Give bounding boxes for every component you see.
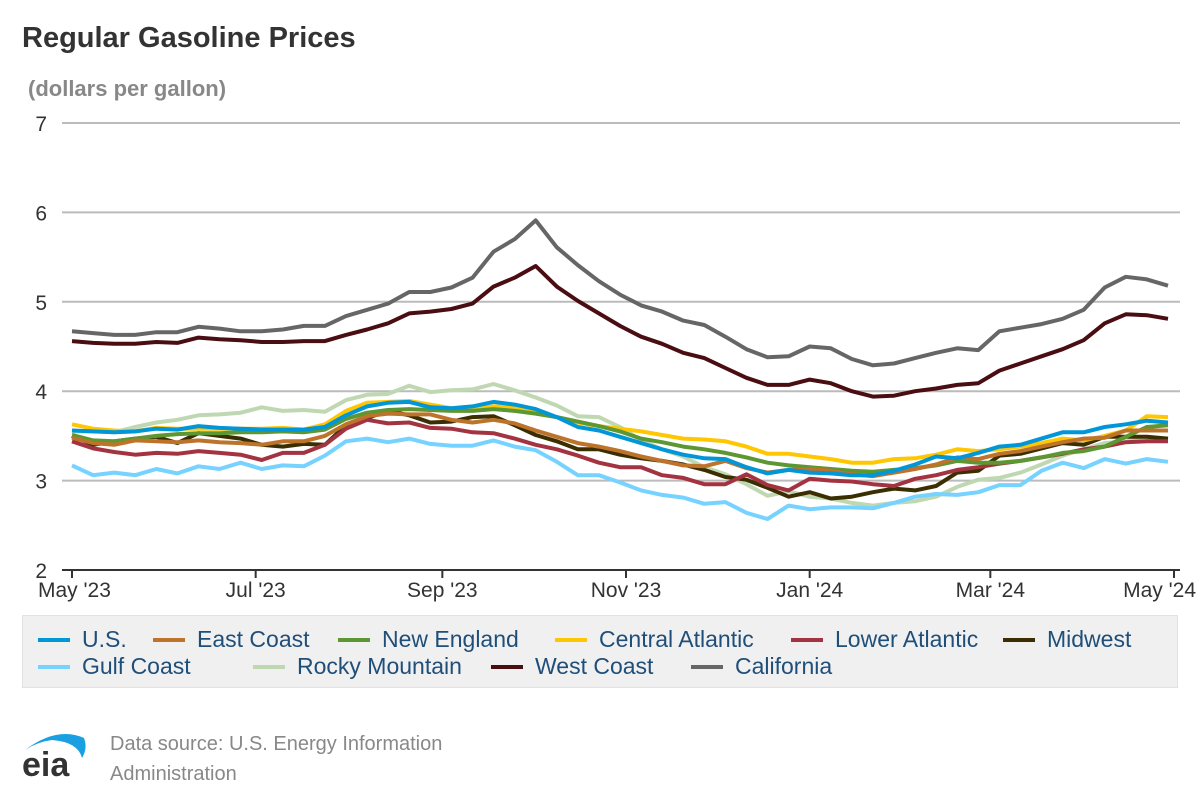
legend-label: Rocky Mountain	[297, 653, 462, 679]
eia-logo: eia	[22, 728, 92, 784]
x-tick-label: Jul '23	[226, 579, 286, 602]
legend-label: California	[735, 653, 833, 679]
legend-label: Lower Atlantic	[835, 626, 979, 652]
data-source: Data source: U.S. Energy Information Adm…	[110, 733, 443, 785]
gridlines	[62, 122, 1180, 482]
legend-swatch	[555, 637, 587, 642]
legend-swatch	[491, 664, 523, 669]
legend-label: West Coast	[535, 653, 654, 679]
y-tick-label: 6	[35, 202, 47, 225]
series-lines	[71, 218, 1169, 521]
legend-swatch	[253, 664, 285, 669]
x-tick-label: May '24	[1123, 579, 1196, 602]
y-tick-label: 4	[35, 381, 47, 404]
legend-item[interactable]: Lower Atlantic	[791, 626, 978, 653]
legend-item[interactable]: West Coast	[491, 653, 653, 680]
legend-item[interactable]: New England	[338, 626, 519, 653]
series-line-new-england	[71, 407, 1169, 474]
legend-label: Central Atlantic	[599, 626, 754, 652]
svg-text:eia: eia	[22, 746, 70, 778]
legend: U.S. East Coast New England Central Atlanti…	[22, 615, 1178, 688]
legend-item[interactable]: Midwest	[1003, 626, 1131, 653]
legend-swatch	[1003, 637, 1035, 642]
legend-swatch	[691, 664, 723, 669]
legend-swatch	[791, 637, 823, 642]
y-tick-label: 7	[35, 113, 47, 136]
x-tick-label: Mar '24	[956, 579, 1026, 602]
legend-item[interactable]: U.S.	[38, 626, 127, 653]
legend-label: U.S.	[82, 626, 127, 652]
series-line-east-coast	[71, 411, 1168, 479]
legend-label: Gulf Coast	[82, 653, 191, 679]
legend-label: East Coast	[197, 626, 310, 652]
x-axis: May '23 Jul '23 Sep '23 Nov '23 Jan '24 Mar '…	[38, 569, 1196, 602]
legend-label: New England	[382, 626, 519, 652]
series-line-gulf-coast	[71, 436, 1169, 521]
legend-swatch	[153, 637, 185, 642]
x-tick-label: Nov '23	[591, 579, 662, 602]
series-line-west-coast	[71, 264, 1169, 399]
legend-swatch	[38, 664, 70, 669]
y-tick-label: 5	[35, 292, 47, 315]
x-tick-label: Jan '24	[776, 579, 843, 602]
legend-item[interactable]: California	[691, 653, 832, 680]
y-tick-label: 3	[35, 471, 47, 494]
legend-item[interactable]: Rocky Mountain	[253, 653, 462, 680]
legend-swatch	[338, 637, 370, 642]
legend-swatch	[38, 637, 70, 642]
series-line-u-s	[71, 399, 1169, 478]
series-line-lower-atlantic	[71, 417, 1168, 493]
y-axis-label: (dollars per gallon)	[28, 76, 227, 101]
series-line-california	[71, 218, 1169, 368]
x-tick-label: Sep '23	[407, 579, 478, 602]
legend-label: Midwest	[1047, 626, 1132, 652]
legend-item[interactable]: East Coast	[153, 626, 310, 653]
legend-item[interactable]: Central Atlantic	[555, 626, 754, 653]
x-tick-label: May '23	[38, 579, 111, 602]
y-tick-labels: 2 3 4 5 6 7	[35, 113, 47, 583]
chart-title: Regular Gasoline Prices	[22, 22, 356, 54]
legend-item[interactable]: Gulf Coast	[38, 653, 191, 680]
y-tick-label: 2	[35, 560, 47, 583]
